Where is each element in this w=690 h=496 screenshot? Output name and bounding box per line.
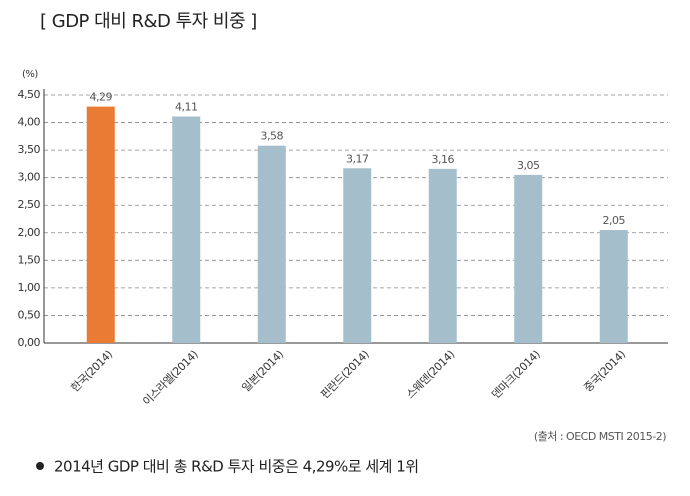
y-axis-label: (%) xyxy=(22,69,38,80)
x-tick-label: 덴마크(2014) xyxy=(489,348,542,401)
x-tick-label: 한국(2014) xyxy=(68,348,115,395)
bar xyxy=(172,116,201,343)
x-tick-label: 이스라엘(2014) xyxy=(140,348,200,408)
bar xyxy=(86,106,115,343)
y-tick-label: 2,00 xyxy=(18,226,41,239)
y-tick-label: 3,00 xyxy=(18,171,41,184)
y-tick-label: 0,50 xyxy=(18,308,41,321)
bar xyxy=(428,168,457,343)
value-label: 3,17 xyxy=(346,152,369,165)
x-tick-label: 핀란드(2014) xyxy=(318,348,371,401)
y-tick-label: 1,00 xyxy=(18,281,41,294)
value-label: 3,58 xyxy=(261,130,284,143)
x-tick-label: 일본(2014) xyxy=(239,347,286,394)
value-label: 2,05 xyxy=(603,214,626,227)
value-label: 3,05 xyxy=(517,159,540,172)
bullet xyxy=(36,462,44,470)
bar xyxy=(343,168,372,343)
bar xyxy=(257,145,286,343)
y-tick-label: 1,50 xyxy=(18,253,41,266)
y-tick-label: 0,00 xyxy=(18,336,41,349)
y-tick-label: 4,00 xyxy=(18,116,41,129)
value-label: 4,29 xyxy=(90,91,113,104)
bar xyxy=(599,230,628,343)
y-tick-label: 4,50 xyxy=(18,88,41,101)
footnote: 2014년 GDP 대비 총 R&D 투자 비중은 4,29%로 세계 1위 xyxy=(54,458,419,476)
value-label: 3,16 xyxy=(432,153,455,166)
y-tick-label: 3,50 xyxy=(18,143,41,156)
value-label: 4,11 xyxy=(175,100,198,113)
bar xyxy=(514,174,543,343)
y-tick-label: 2,50 xyxy=(18,198,41,211)
source-note: (출처 : OECD MSTI 2015-2) xyxy=(534,430,666,443)
x-tick-label: 중국(2014) xyxy=(581,348,628,395)
x-tick-label: 스웨덴(2014) xyxy=(404,348,457,401)
chart-title: [ GDP 대비 R&D 투자 비중 ] xyxy=(40,11,257,32)
